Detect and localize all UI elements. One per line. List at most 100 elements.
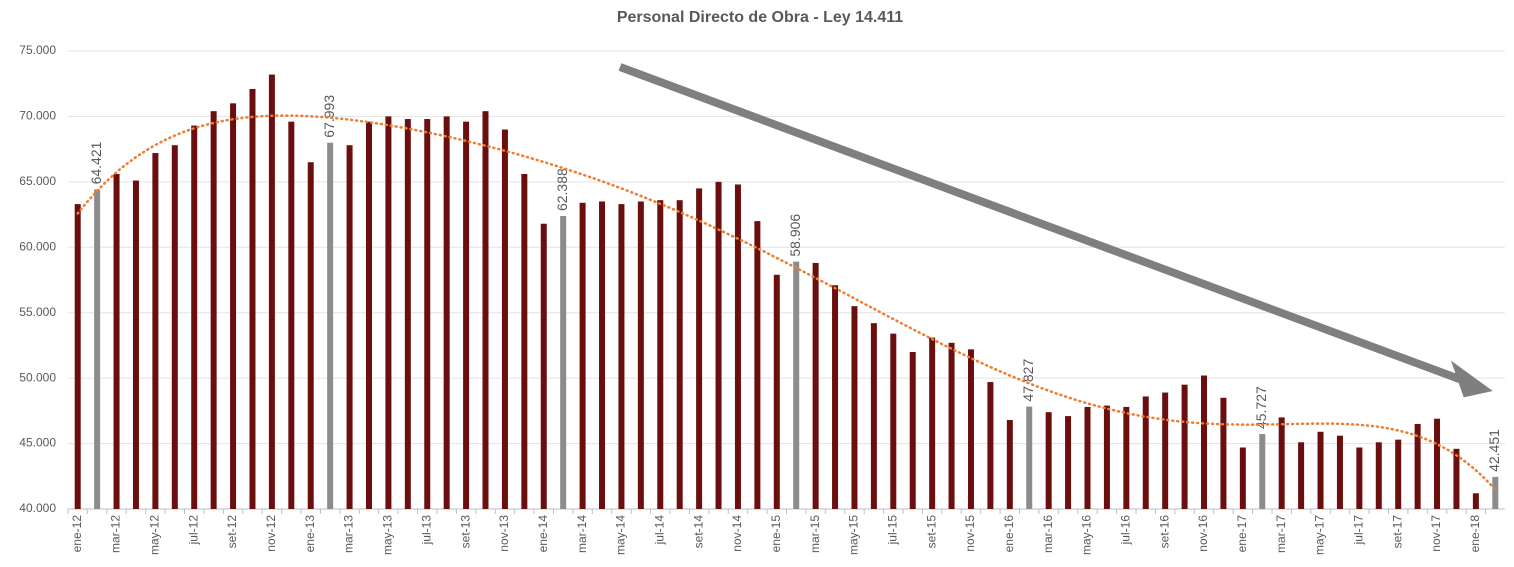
- bar: [1045, 412, 1052, 509]
- x-tick-label: nov-17: [1429, 515, 1443, 552]
- bar: [94, 189, 101, 509]
- bar: [657, 200, 664, 510]
- bar: [793, 261, 800, 509]
- x-tick-label: jul-15: [885, 515, 899, 546]
- bar: [268, 74, 275, 509]
- bar: [443, 116, 450, 509]
- chart-title: Personal Directo de Obra - Ley 14.411: [617, 9, 903, 26]
- bar: [909, 351, 916, 509]
- bar: [1472, 493, 1479, 509]
- bar: [1395, 439, 1402, 509]
- x-tick-label: may-16: [1080, 515, 1094, 555]
- bar: [1336, 435, 1343, 509]
- trend-arrow: [618, 63, 1493, 398]
- bar: [171, 145, 178, 509]
- bar: [1259, 434, 1266, 509]
- plot-area: 40.000 45.000 50.000 55.000 60.000 65.000 70.0…: [19, 43, 1505, 555]
- bar: [618, 204, 625, 510]
- bar: [929, 337, 936, 509]
- x-tick-label: may-13: [381, 515, 395, 555]
- bar: [191, 125, 198, 510]
- x-tick-label: ene-15: [769, 515, 783, 553]
- arrow-shaft: [618, 63, 1464, 384]
- bar: [715, 181, 722, 509]
- bar: [132, 180, 139, 509]
- bar: [812, 262, 819, 509]
- x-tick-label: ene-12: [70, 515, 84, 553]
- bar: [890, 333, 897, 509]
- x-tick-label: mar-13: [342, 515, 356, 553]
- bar: [463, 121, 470, 510]
- bar: [832, 285, 839, 509]
- bar: [1006, 420, 1013, 509]
- bar: [1414, 423, 1421, 509]
- x-tick-label: mar-12: [109, 515, 123, 553]
- bar: [987, 382, 994, 509]
- bar: [307, 162, 314, 509]
- bar: [1123, 406, 1130, 509]
- x-tick-label: jul-14: [652, 515, 666, 546]
- bar: [249, 88, 256, 509]
- bar: [1453, 448, 1460, 509]
- bar: [1298, 442, 1305, 509]
- bar: [851, 306, 858, 509]
- bar: [1492, 476, 1499, 509]
- bar: [579, 202, 586, 509]
- x-tick-label: may-17: [1313, 515, 1327, 555]
- x-tick-label: ene-16: [1002, 515, 1016, 553]
- value-label: 45.727: [1253, 386, 1269, 429]
- bar: [1317, 431, 1324, 509]
- x-tick-label: mar-14: [575, 515, 589, 553]
- x-tick-label: jul-12: [186, 515, 200, 546]
- x-tick-label: nov-15: [963, 515, 977, 552]
- bar: [404, 119, 411, 509]
- bar: [1084, 406, 1091, 509]
- x-tick-label: set-12: [225, 515, 239, 549]
- bar: [637, 201, 644, 509]
- bar: [1065, 416, 1072, 509]
- x-tick-label: jul-17: [1352, 515, 1366, 546]
- bar: [385, 116, 392, 509]
- bar: [1434, 418, 1441, 509]
- bar: [754, 221, 761, 509]
- value-label: 47.827: [1020, 359, 1036, 402]
- bar: [967, 349, 974, 509]
- y-tick-label: 70.000: [19, 109, 56, 123]
- bar: [540, 223, 547, 509]
- bar: [948, 342, 955, 509]
- bar: [210, 111, 217, 510]
- x-tick-label: set-14: [691, 515, 705, 549]
- bar: [346, 145, 353, 509]
- x-tick-label: set-16: [1157, 515, 1171, 549]
- bar: [113, 174, 120, 509]
- y-tick-label: 65.000: [19, 174, 56, 188]
- value-label: 64.421: [88, 141, 104, 184]
- bar: [773, 274, 780, 509]
- y-tick-label: 40.000: [19, 501, 56, 515]
- bar: [501, 129, 508, 509]
- bar: [365, 121, 372, 510]
- bar: [327, 142, 334, 510]
- x-tick-label: ene-18: [1468, 515, 1482, 553]
- bar: [696, 188, 703, 509]
- bar: [734, 184, 741, 509]
- x-tick-label: may-15: [847, 515, 861, 555]
- x-tick-label: nov-13: [497, 515, 511, 552]
- y-tick-label: 60.000: [19, 239, 56, 253]
- arrow-head: [1451, 360, 1493, 398]
- x-tick-label: ene-13: [303, 515, 317, 553]
- bar: [482, 111, 489, 510]
- bar: [288, 121, 295, 510]
- bar: [74, 204, 81, 510]
- bar: [1201, 375, 1208, 509]
- bar: [521, 174, 528, 509]
- y-tick-label: 55.000: [19, 305, 56, 319]
- x-tick-label: may-12: [148, 515, 162, 555]
- x-tick-label: set-13: [458, 515, 472, 549]
- x-tick-label: nov-14: [730, 515, 744, 552]
- bar: [560, 216, 567, 509]
- bar: [1278, 417, 1285, 509]
- bar: [1375, 442, 1382, 509]
- bar: [1026, 406, 1033, 509]
